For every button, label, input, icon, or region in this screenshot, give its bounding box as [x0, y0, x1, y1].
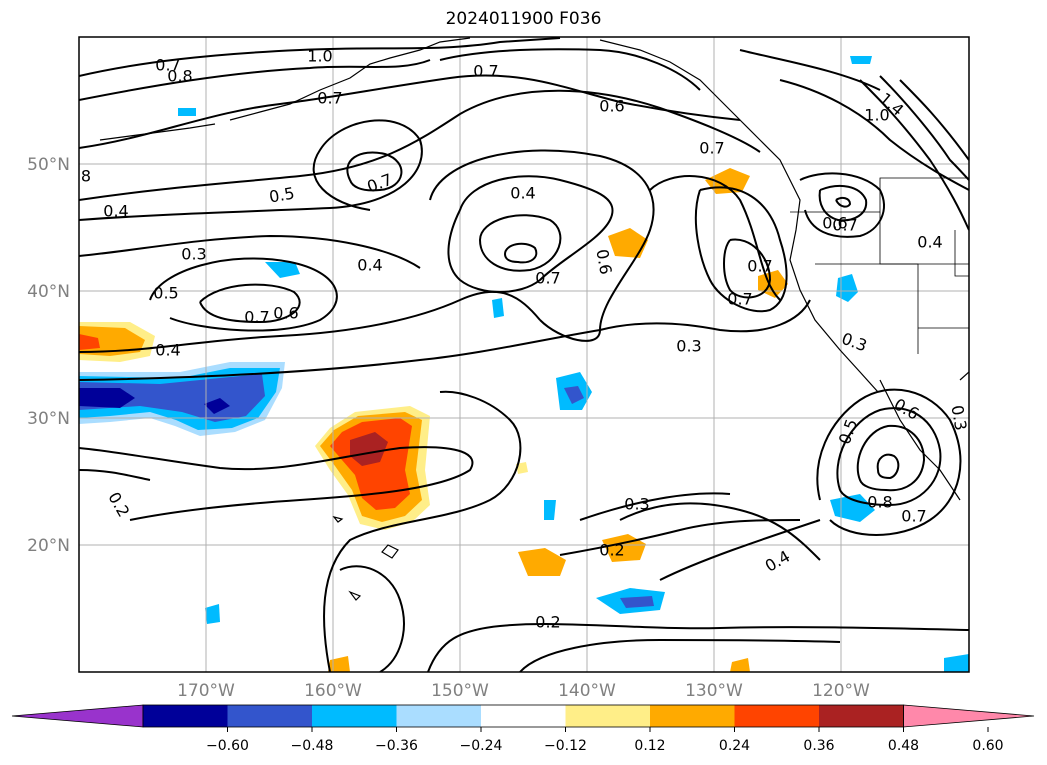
colorbar-frame: [142, 704, 904, 728]
colorbar-tick-label: −0.12: [544, 738, 587, 754]
contour-value-label: 0.7: [832, 216, 857, 235]
contour-value-label: 1.0: [307, 47, 332, 66]
contour-value-label: 0.4: [155, 341, 180, 360]
graticule: [79, 37, 969, 672]
colorbar-tick-label: 0.12: [634, 738, 665, 754]
lat-label-40n: 40°N: [27, 282, 70, 302]
lon-label-150w: 150°W: [431, 681, 489, 701]
contour-value-label: 0.4: [917, 233, 942, 252]
map-title: 2024011900 F036: [445, 9, 602, 29]
contour-value-label: 0.7: [699, 139, 724, 158]
colorbar-tick-labels: −0.60 −0.48 −0.36 −0.24 −0.12 0.12 0.24 0.36 0.4…: [206, 727, 1004, 754]
colorbar-tick-label: −0.48: [291, 738, 334, 754]
colorbar: [11, 704, 1035, 728]
lat-label-20n: 20°N: [27, 536, 70, 556]
colorbar-segment: [650, 705, 735, 727]
contour-value-label: 0.6: [273, 304, 298, 323]
colorbar-segment: [481, 705, 566, 727]
shaded-field: [79, 56, 969, 672]
lon-label-120w: 120°W: [812, 681, 870, 701]
contour-value-label: 0.4: [762, 547, 794, 576]
contour-value-label: 0.8: [867, 493, 892, 512]
contour-value-label: 0.2: [599, 541, 624, 560]
colorbar-tick-label: −0.24: [460, 738, 503, 754]
lon-label-170w: 170°W: [177, 681, 235, 701]
colorbar-segment: [819, 705, 904, 727]
colorbar-tick-label: 0.60: [972, 738, 1003, 754]
contour-value-label: 0.2: [104, 489, 133, 521]
plot-frame: [78, 36, 970, 673]
contour-value-label: 0.3: [947, 404, 970, 432]
contour-value-label: 0.7: [901, 507, 926, 526]
contour-value-label: 0.5: [268, 183, 296, 206]
contour-value-label: 0.3: [181, 245, 206, 264]
contour-value-label: 0.6: [891, 395, 923, 424]
contour-value-label: 8: [81, 167, 91, 186]
contour-value-label: 0.7: [244, 308, 269, 327]
longitude-labels: 170°W 160°W 150°W 140°W 130°W 120°W: [177, 681, 870, 701]
contour-value-label: 0.7: [727, 290, 752, 309]
contour-value-label: 0.7: [364, 170, 394, 197]
colorbar-segment: [734, 705, 820, 727]
colorbar-tick-label: −0.36: [375, 738, 418, 754]
contour-value-label: 0.2: [535, 613, 560, 632]
contour-value-label: 0.7: [155, 56, 180, 75]
contour-value-label: 0.7: [317, 89, 342, 108]
colorbar-segment: [565, 705, 651, 727]
colorbar-segment: [143, 705, 228, 727]
latitude-labels: 20°N 30°N 40°N 50°N: [27, 155, 70, 556]
lat-label-50n: 50°N: [27, 155, 70, 175]
contour-value-label: 0.4: [357, 256, 382, 275]
lon-label-160w: 160°W: [304, 681, 362, 701]
contour-value-label: 0.6: [592, 248, 615, 276]
contour-value-label: 0.3: [624, 495, 649, 514]
contour-value-label: 0.3: [839, 329, 869, 356]
colorbar-tick-label: 0.48: [888, 738, 919, 754]
contour-value-label: 0.7: [473, 62, 498, 81]
contour-value-label: 1.0: [864, 106, 889, 125]
contour-value-label: 0.7: [535, 269, 560, 288]
contour-value-label: 0.7: [747, 257, 772, 276]
colorbar-segment: [396, 705, 482, 727]
colorbar-segment: [312, 705, 397, 727]
political-borders: [790, 177, 969, 354]
contour-labels: 0.70.81.00.70.71.41.00.70.60.780.50.40.4…: [81, 47, 971, 632]
colorbar-extend-max: [903, 704, 1035, 728]
contour-value-label: 0.5: [153, 284, 178, 303]
colorbar-tick-label: 0.36: [803, 738, 834, 754]
contour-value-label: 0.5: [835, 416, 862, 446]
contour-value-label: 0.4: [510, 184, 535, 203]
contour-value-label: 0.3: [676, 337, 701, 356]
contour-value-label: 0.8: [167, 67, 192, 86]
coastlines: [99, 37, 969, 601]
lat-label-30n: 30°N: [27, 409, 70, 429]
colorbar-extend-min: [11, 704, 144, 728]
colorbar-segment: [227, 705, 313, 727]
contour-value-label: 0.6: [822, 214, 847, 233]
colorbar-tick-label: −0.60: [206, 738, 249, 754]
colorbar-tick-label: 0.24: [719, 738, 750, 754]
contour-lines: [79, 37, 969, 672]
lon-label-140w: 140°W: [558, 681, 616, 701]
lon-label-130w: 130°W: [685, 681, 743, 701]
contour-value-label: 0.4: [103, 202, 128, 221]
contour-value-label: 0.6: [599, 97, 624, 116]
